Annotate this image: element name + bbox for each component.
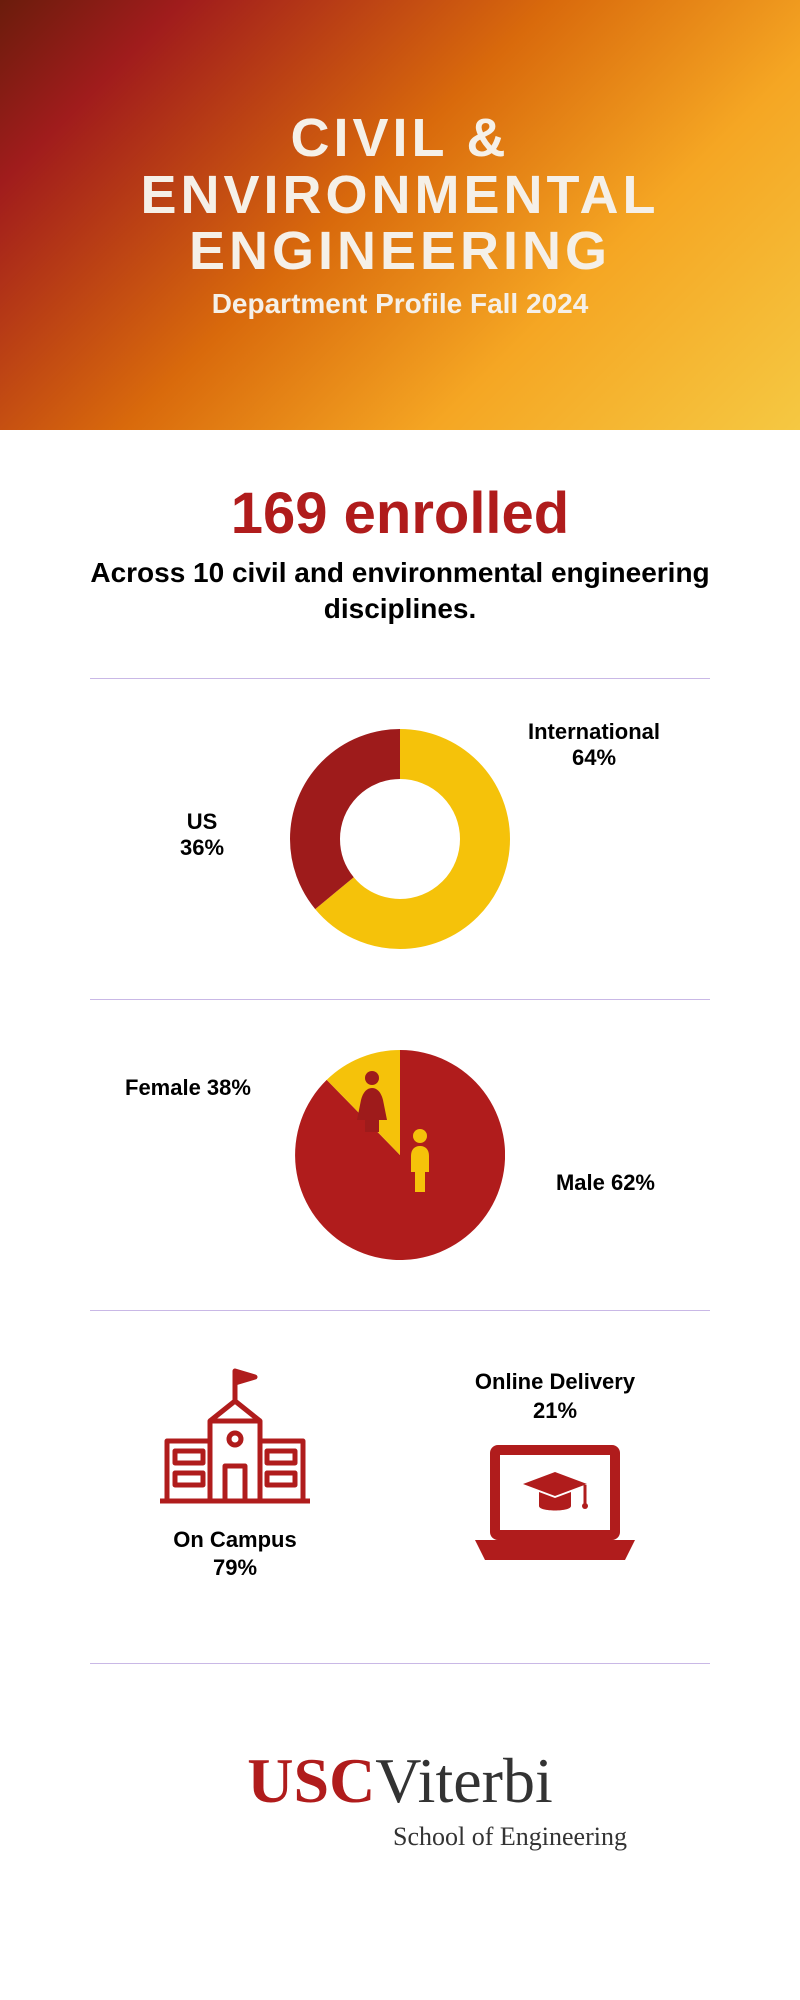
divider <box>90 1310 710 1311</box>
pie-svg <box>295 1050 505 1260</box>
logo-viterbi: Viterbi <box>375 1745 552 1816</box>
on-campus-value: 79% <box>213 1555 257 1580</box>
international-label: International 64% <box>528 719 660 772</box>
intl-label-text: International <box>528 719 660 744</box>
on-campus-label: On Campus 79% <box>155 1526 315 1583</box>
online-value: 21% <box>533 1398 577 1423</box>
intl-label-value: 64% <box>572 745 616 770</box>
delivery-section: On Campus 79% Online Delivery 21% <box>0 1331 800 1643</box>
on-campus-text: On Campus <box>173 1527 296 1552</box>
on-campus-item: On Campus 79% <box>155 1361 315 1583</box>
header-banner: CIVIL & ENVIRONMENTAL ENGINEERING Depart… <box>0 0 800 430</box>
gender-pie-chart: Female 38% Male 62% <box>295 1050 505 1260</box>
online-item: Online Delivery 21% <box>465 1368 645 1575</box>
citizenship-section: International 64% US 36% <box>0 699 800 979</box>
page-title: CIVIL & ENVIRONMENTAL ENGINEERING <box>40 110 760 280</box>
online-label: Online Delivery 21% <box>465 1368 645 1425</box>
male-label: Male 62% <box>556 1170 655 1196</box>
enrolled-count: 169 enrolled <box>60 480 740 547</box>
logo-usc: USC <box>247 1745 375 1816</box>
enrolled-subtitle: Across 10 civil and environmental engine… <box>60 555 740 628</box>
us-label-text: US <box>187 809 218 834</box>
usc-viterbi-logo: USCViterbi School of Engineering <box>0 1684 800 1972</box>
laptop-grad-icon <box>465 1440 645 1570</box>
female-label: Female 38% <box>125 1075 251 1101</box>
us-label: US 36% <box>180 809 224 862</box>
logo-main-line: USCViterbi <box>0 1744 800 1818</box>
campus-building-icon <box>155 1361 315 1521</box>
citizenship-donut-chart: International 64% US 36% <box>290 729 510 949</box>
divider <box>90 999 710 1000</box>
page-subtitle: Department Profile Fall 2024 <box>212 288 589 320</box>
donut-svg <box>290 729 510 949</box>
divider <box>90 1663 710 1664</box>
logo-school-line: School of Engineering <box>220 1822 800 1852</box>
enrolled-summary: 169 enrolled Across 10 civil and environ… <box>0 430 800 658</box>
us-label-value: 36% <box>180 835 224 860</box>
divider <box>90 678 710 679</box>
online-text: Online Delivery <box>475 1369 635 1394</box>
gender-section: Female 38% Male 62% <box>0 1020 800 1290</box>
